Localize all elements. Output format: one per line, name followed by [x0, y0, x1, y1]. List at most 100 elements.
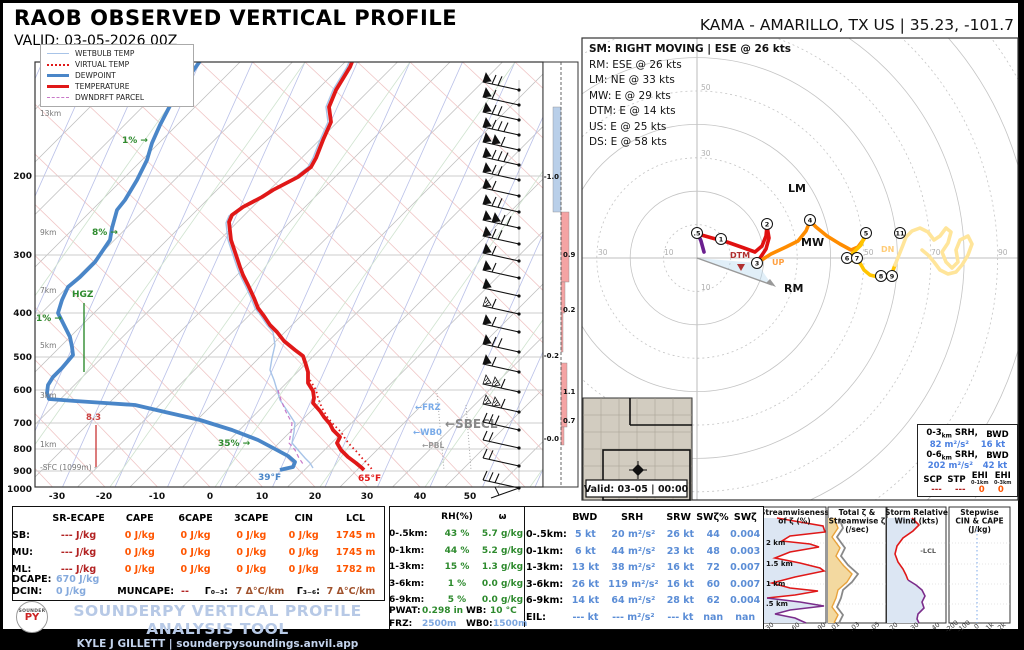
kin-value: 0.004 [730, 529, 761, 540]
kin-row-label: 1-3km: [526, 562, 564, 573]
kin-header: SRW [666, 512, 691, 523]
panel-x-tick: 30 [764, 621, 775, 632]
height-marker: 2 [761, 218, 773, 230]
table-row: 3-6km: 26 kt 119 m²/s² 16 kt 60 0.007 [526, 579, 762, 590]
height-marker: 4 [804, 214, 816, 226]
pressure-tick-label: 200 [13, 172, 32, 182]
table-row: MU: --- J/kg 0 J/kg 0 J/kg 0 J/kg 0 J/kg 1745 … [12, 547, 383, 558]
kin-value: 28 kt [666, 595, 695, 606]
table-row: ML: --- J/kg 0 J/kg 0 J/kg 0 J/kg 0 J/kg 1782 … [12, 564, 383, 575]
advection-value-label: -0.2 [544, 352, 559, 360]
kin-header [526, 512, 566, 523]
panel-x-tick: 90 [816, 621, 827, 632]
panel-title: CIN & CAPE [955, 517, 1003, 526]
kin-value: 0.004 [730, 595, 761, 606]
kin-header: SRH [621, 512, 644, 523]
rh-row-label: 1-3km: [389, 562, 425, 572]
skewt-annotation: 8% → [92, 228, 118, 238]
thermo-value: 0 J/kg [236, 547, 267, 558]
panel-title: (/sec) [845, 525, 869, 534]
index-value: --- [954, 485, 966, 496]
skewt-annotation: HGZ [72, 290, 94, 300]
map-inset: Valid: 03-05 | 00:00 [582, 397, 693, 501]
thermo-header [12, 513, 45, 524]
kin-row-label: 0-1km: [526, 545, 564, 557]
panel-title: Streamwiseness [760, 508, 830, 517]
rh-value: 15 % [444, 562, 470, 572]
kin-value: 44 m²/s² [611, 545, 656, 557]
thermo-value: 0 J/kg [124, 564, 155, 575]
srh-0-3-value: 82 m²/s² [929, 439, 969, 450]
logo-main-text: PY [24, 612, 40, 623]
rh-value: 1 % [447, 578, 467, 589]
downdraft-parcel-curve [277, 389, 304, 465]
thermo-value: --- J/kg [60, 547, 97, 558]
kin-header: SWζ [733, 512, 757, 523]
height-marker-label: 4 [808, 217, 813, 225]
panel-x-tick: 1k [984, 621, 995, 632]
skewt-panel: 200 300 400 500 600 700 800 900 1000 -30 -20 -10 0 10… [7, 61, 544, 502]
sounderpy-logo: SOUNDER PY [16, 601, 48, 633]
wind-barb [482, 117, 521, 137]
height-marker-label: 3 [755, 260, 760, 268]
kin-value: 0.007 [730, 562, 761, 573]
thermo-value: 0 J/kg [236, 564, 267, 575]
legend-line-sample [47, 85, 69, 88]
dtm-marker [737, 264, 745, 271]
height-marker-label: 6 [845, 255, 850, 263]
hodograph-trace-segment [893, 226, 974, 276]
ring-label: 50 [864, 248, 874, 257]
storm-motion-line: LM: NE @ 33 kts [589, 74, 675, 86]
panel-title: of ζ (%) [778, 517, 810, 526]
rh-row-label: 0-.5km: [389, 529, 428, 539]
wind-barb [482, 102, 521, 122]
wind-barb [482, 448, 521, 468]
advection-value-label: -0.0 [544, 435, 559, 443]
index-values: --- --- 0 0 [918, 485, 1017, 495]
dcape-value: 670 J/kg [56, 574, 100, 585]
wind-barb [482, 226, 521, 246]
thermo-value: 0 J/kg [124, 547, 155, 558]
kin-value: 14 kt [571, 595, 600, 606]
temperature-tick-label: 0 [207, 492, 213, 502]
station-label: KAMA - AMARILLO, TX US | 35.23, -101.7 [699, 16, 1014, 34]
thermo-value: 1782 m [335, 564, 376, 575]
storm-motion-line: US: E @ 25 kts [589, 120, 667, 133]
panel-x-tick: 20 [888, 621, 899, 632]
ring-label: 50 [701, 83, 711, 92]
skewt-annotation: 1% → [122, 136, 148, 146]
height-label: 1km [40, 440, 56, 449]
hodograph-label: MW [801, 236, 824, 249]
kin-value: 0.003 [730, 545, 761, 557]
thermo-value: --- J/kg [60, 564, 97, 575]
srh-0-6-value: 202 m²/s² [927, 461, 973, 472]
table-row: 6-9km: 5 % 0.0 g/kg [389, 595, 524, 605]
frz-value: 2500m [422, 619, 457, 629]
table-row: 1-3km: 15 % 1.3 g/kg [389, 562, 524, 572]
pressure-tick-label: 900 [13, 467, 32, 477]
panel-x-tick: 0 [973, 622, 981, 631]
panel-title: (J/kg) [968, 525, 991, 534]
height-label: 5km [40, 341, 56, 350]
skewt-annotation: 39°F [258, 473, 281, 483]
index-header: SCP [923, 475, 942, 486]
thermo-value: 0 J/kg [236, 530, 267, 541]
temperature-tick-label: 40 [414, 492, 427, 502]
kin-value: 20 m²/s² [611, 529, 656, 540]
pressure-tick-label: 300 [13, 251, 32, 261]
kin-value: 5 kt [575, 529, 596, 540]
wind-barb [482, 87, 521, 107]
panel-x-tick: 2k [996, 621, 1007, 632]
footer-tool-name: SOUNDERPY VERTICAL PROFILE ANALYSIS TOOL [73, 602, 362, 638]
ring-label: 70 [931, 248, 941, 257]
skewt-annotation: ←PBL [422, 441, 444, 450]
map-valid-label: Valid: 03-05 | 00:00 [584, 484, 689, 495]
advection-value-label: 0.2 [563, 306, 576, 314]
kin-row-label: EIL: [526, 611, 546, 623]
table-row: SR-ECAPE CAPE 6CAPE 3CAPE CIN LCL [12, 513, 383, 524]
height-marker: 11 [894, 227, 906, 239]
legend-item: WETBULB TEMP [47, 48, 187, 59]
wind-barb [482, 132, 521, 152]
storm-motion-header: SM: RIGHT MOVING | ESE @ 26 kts [589, 43, 791, 55]
logo-top-text: SOUNDER [18, 609, 46, 614]
